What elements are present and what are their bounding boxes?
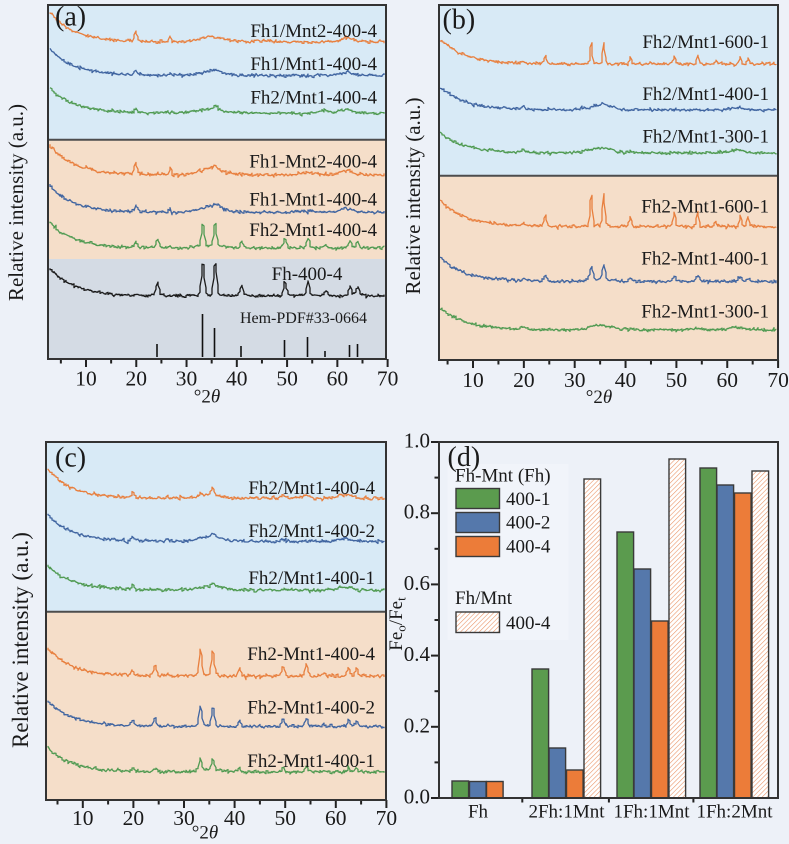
svg-text:30: 30 <box>564 368 586 392</box>
svg-text:0.4: 0.4 <box>404 642 431 666</box>
svg-text:°2θ: °2θ <box>192 823 218 844</box>
svg-text:Relative intensity (a.u.): Relative intensity (a.u.) <box>8 532 33 748</box>
svg-text:10: 10 <box>462 368 484 392</box>
svg-text:Fh2/Mnt1-600-1: Fh2/Mnt1-600-1 <box>642 32 769 53</box>
svg-text:400-2: 400-2 <box>506 513 550 534</box>
svg-text:Feo/Fet: Feo/Fet <box>386 597 409 651</box>
svg-text:Fh/Mnt: Fh/Mnt <box>455 588 513 609</box>
svg-text:Fh2/Mnt1-400-2: Fh2/Mnt1-400-2 <box>248 521 375 542</box>
svg-text:400-1: 400-1 <box>506 489 550 510</box>
svg-text:40: 40 <box>224 806 246 830</box>
svg-text:50: 50 <box>276 367 298 391</box>
svg-text:70: 70 <box>376 806 398 830</box>
svg-text:70: 70 <box>377 367 399 391</box>
svg-text:50: 50 <box>274 806 296 830</box>
svg-text:60: 60 <box>717 368 739 392</box>
svg-text:(d): (d) <box>448 442 481 473</box>
svg-text:Hem-PDF#33-0664: Hem-PDF#33-0664 <box>240 310 367 327</box>
svg-text:50: 50 <box>666 368 688 392</box>
svg-text:Relative intensity (a.u.): Relative intensity (a.u.) <box>401 97 425 294</box>
svg-text:Fh-Mnt (Fh): Fh-Mnt (Fh) <box>455 466 551 487</box>
svg-text:40: 40 <box>615 368 637 392</box>
svg-text:Fh1-Mnt1-400-4: Fh1-Mnt1-400-4 <box>249 190 377 211</box>
svg-text:Fh2-Mnt1-400-2: Fh2-Mnt1-400-2 <box>247 698 375 719</box>
svg-text:0.8: 0.8 <box>404 500 430 524</box>
svg-text:Fh2-Mnt1-400-1: Fh2-Mnt1-400-1 <box>641 249 769 270</box>
svg-text:10: 10 <box>75 367 97 391</box>
svg-text:30: 30 <box>176 367 198 391</box>
svg-text:Fh1-Mnt2-400-4: Fh1-Mnt2-400-4 <box>249 152 377 173</box>
svg-text:20: 20 <box>126 367 148 391</box>
svg-text:Fh2/Mnt1-400-4: Fh2/Mnt1-400-4 <box>250 88 377 109</box>
svg-text:Relative intensity (a.u.): Relative intensity (a.u.) <box>4 104 28 301</box>
svg-text:60: 60 <box>325 806 347 830</box>
svg-text:Fh2-Mnt1-400-1: Fh2-Mnt1-400-1 <box>247 751 375 772</box>
svg-text:Fh2/Mnt1-300-1: Fh2/Mnt1-300-1 <box>642 127 769 148</box>
svg-text:20: 20 <box>123 806 145 830</box>
svg-text:Fh-400-4: Fh-400-4 <box>272 264 343 285</box>
svg-text:Fh: Fh <box>468 802 489 823</box>
svg-text:0.6: 0.6 <box>404 571 430 595</box>
svg-text:20: 20 <box>513 368 535 392</box>
svg-text:°2θ: °2θ <box>194 387 220 408</box>
svg-text:Fh2-Mnt1-400-4: Fh2-Mnt1-400-4 <box>249 220 377 241</box>
svg-text:40: 40 <box>226 367 248 391</box>
svg-text:400-4: 400-4 <box>506 537 551 558</box>
svg-text:1Fh:1Mnt: 1Fh:1Mnt <box>613 802 690 823</box>
svg-text:10: 10 <box>72 806 94 830</box>
svg-text:70: 70 <box>767 368 789 392</box>
svg-text:(a): (a) <box>55 2 86 33</box>
svg-text:1Fh:2Mnt: 1Fh:2Mnt <box>696 802 773 823</box>
svg-text:0.0: 0.0 <box>404 785 430 809</box>
svg-text:Fh1/Mnt1-400-4: Fh1/Mnt1-400-4 <box>250 54 377 75</box>
svg-text:0.2: 0.2 <box>404 713 430 737</box>
svg-text:60: 60 <box>327 367 349 391</box>
svg-text:Fh1/Mnt2-400-4: Fh1/Mnt2-400-4 <box>250 21 377 42</box>
svg-text:°2θ: °2θ <box>586 387 612 408</box>
svg-text:400-4: 400-4 <box>506 613 551 634</box>
svg-text:Fh2-Mnt1-600-1: Fh2-Mnt1-600-1 <box>641 197 769 218</box>
svg-text:Fh2/Mnt1-400-1: Fh2/Mnt1-400-1 <box>642 84 769 105</box>
svg-text:(c): (c) <box>55 443 86 474</box>
svg-text:Fh2/Mnt1-400-4: Fh2/Mnt1-400-4 <box>248 478 375 499</box>
svg-text:30: 30 <box>173 806 195 830</box>
svg-text:Fh2/Mnt1-400-1: Fh2/Mnt1-400-1 <box>248 568 375 589</box>
svg-text:Fh2-Mnt1-300-1: Fh2-Mnt1-300-1 <box>641 302 769 323</box>
svg-text:1.0: 1.0 <box>404 429 430 453</box>
svg-text:(b): (b) <box>443 5 476 36</box>
svg-text:Fh2-Mnt1-400-4: Fh2-Mnt1-400-4 <box>247 644 375 665</box>
svg-text:2Fh:1Mnt: 2Fh:1Mnt <box>528 802 605 823</box>
